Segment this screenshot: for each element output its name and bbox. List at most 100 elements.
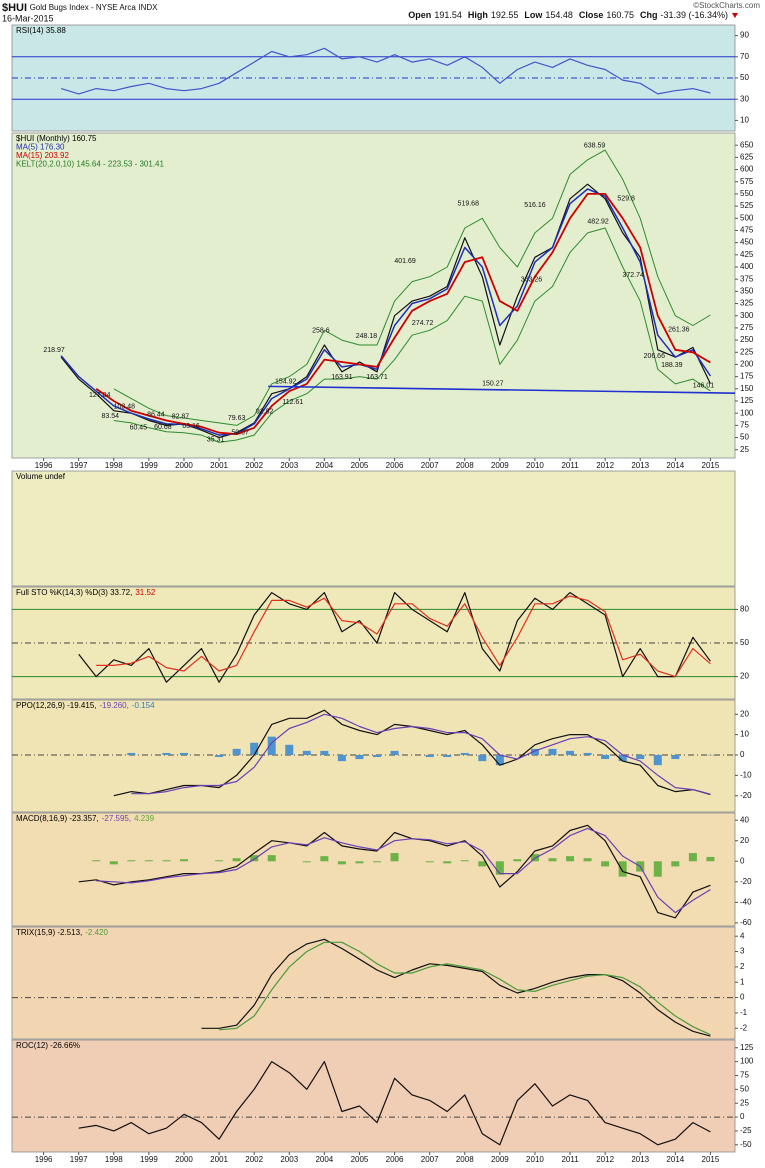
- price-annotation: 163.91: [331, 374, 353, 381]
- legend-entry: Volume undef: [16, 472, 66, 481]
- histogram-bar: [302, 861, 311, 863]
- y-tick-label: 1: [740, 977, 745, 986]
- legend-text: KELT(20,2.0,10) 145.64 - 223.53 - 301.41: [16, 160, 165, 169]
- y-tick-label: 25: [740, 445, 749, 454]
- x-tick-label: 2006: [386, 1155, 404, 1164]
- series-line: [131, 713, 711, 795]
- y-tick-label: 10: [740, 730, 749, 739]
- x-tick-label: 2014: [666, 1155, 684, 1164]
- x-tick-label: 2015: [702, 1155, 720, 1164]
- x-tick-label: 2000: [175, 461, 193, 470]
- quote-value: 160.75: [606, 10, 634, 20]
- y-tick-label: 0: [740, 1112, 745, 1121]
- y-tick-label: 4: [740, 931, 745, 940]
- histogram-bar: [127, 752, 136, 755]
- histogram-bar: [337, 861, 346, 865]
- histogram-bar: [215, 860, 224, 862]
- series-line: [113, 149, 711, 426]
- x-tick-label: 2011: [561, 1155, 579, 1164]
- x-tick-label: 1998: [105, 461, 123, 470]
- histogram-bar: [373, 861, 382, 863]
- legend-entry: $HUI (Monthly) 160.75: [16, 134, 97, 143]
- price-annotation: 154.92: [275, 378, 297, 385]
- price-annotation: 127.04: [89, 392, 111, 399]
- histogram-bar: [566, 750, 575, 755]
- y-tick-label: 350: [740, 286, 754, 295]
- quote: Open 191.54 High 192.55 Low 154.48 Close 160.75…: [408, 10, 728, 20]
- price-annotation: 92.82: [256, 409, 274, 416]
- legend-text: Volume undef: [16, 472, 66, 481]
- histogram-bar: [390, 853, 399, 862]
- x-tick-label: 1996: [35, 1155, 53, 1164]
- histogram-bar: [232, 748, 241, 755]
- panel-background: [11, 926, 736, 1040]
- header-title: $HUI Gold Bugs Index - NYSE Arca INDX: [2, 2, 158, 14]
- histogram-bar: [215, 754, 224, 758]
- y-tick-label: -20: [740, 791, 752, 800]
- y-tick-label: 400: [740, 262, 754, 271]
- y-tick-label: 30: [740, 94, 749, 103]
- y-tick-label: 425: [740, 250, 754, 259]
- histogram-bar: [179, 752, 188, 755]
- legend-text: MA(5) 176.30: [16, 143, 65, 152]
- histogram-bar: [162, 752, 171, 755]
- x-tick-label: 2000: [175, 1155, 193, 1164]
- x-tick-label: 2002: [245, 1155, 263, 1164]
- histogram-bar: [337, 754, 346, 762]
- histogram-bar: [250, 855, 259, 862]
- price-annotation: 363.26: [521, 277, 543, 284]
- y-tick-label: 650: [740, 140, 754, 149]
- y-tick-label: 250: [740, 335, 754, 344]
- price-annotation: 188.39: [661, 362, 683, 369]
- y-tick-label: 40: [740, 815, 749, 824]
- legend-text: -27.595,: [102, 814, 131, 823]
- series-line: [78, 1061, 711, 1146]
- credit: ©StockCharts.com: [693, 1, 760, 10]
- panel-background: [11, 132, 736, 459]
- histogram-bar: [267, 736, 276, 755]
- price-annotation: 83.54: [102, 413, 120, 420]
- legend-text: TRIX(15,9) -2.513,: [16, 928, 82, 937]
- series-line: [60, 183, 711, 439]
- legend-entry: TRIX(15,9) -2.513, -2.420: [16, 928, 108, 937]
- histogram-bar: [109, 861, 118, 865]
- x-tick-label: 2002: [245, 461, 263, 470]
- legend-text: MACD(8,16,9) -23.357,: [16, 814, 99, 823]
- y-tick-label: 50: [740, 1084, 749, 1093]
- y-tick-label: 125: [740, 396, 754, 405]
- price-annotation: 274.72: [412, 320, 434, 327]
- price-annotation: 60.68: [154, 424, 172, 431]
- y-tick-label: 125: [740, 1043, 754, 1052]
- legend-entry: MACD(8,16,9) -23.357, -27.595, 4.239: [16, 814, 155, 823]
- quote-value: 192.55: [491, 10, 519, 20]
- price-annotation: 82.87: [172, 413, 190, 420]
- x-tick-label: 2001: [210, 1155, 228, 1164]
- y-tick-label: -1: [740, 1008, 748, 1017]
- y-tick-label: -40: [740, 897, 752, 906]
- series-line: [60, 47, 711, 95]
- price-annotation: 401.69: [394, 258, 416, 265]
- y-tick-label: 200: [740, 360, 754, 369]
- quote-label: High: [468, 10, 488, 20]
- y-tick-label: 325: [740, 299, 754, 308]
- histogram-bar: [513, 859, 522, 862]
- y-tick-label: -60: [740, 918, 752, 927]
- histogram-bar: [179, 859, 188, 862]
- histogram-bar: [583, 752, 592, 755]
- legend-entry: MA(5) 176.30: [16, 143, 65, 152]
- quote-value: 191.54: [434, 10, 462, 20]
- histogram-bar: [232, 858, 241, 862]
- exchange: INDX: [138, 3, 158, 12]
- y-tick-label: 25: [740, 1098, 749, 1107]
- series-line: [60, 188, 712, 436]
- x-tick-label: 2001: [210, 461, 228, 470]
- histogram-bar: [478, 754, 487, 762]
- x-tick-label: 2004: [315, 1155, 333, 1164]
- price-annotation: 60.45: [130, 424, 148, 431]
- x-tick-label: 2004: [315, 461, 333, 470]
- histogram-bar: [566, 856, 575, 862]
- y-tick-label: 70: [740, 52, 749, 61]
- x-tick-label: 2003: [280, 461, 298, 470]
- price-annotation: 519.68: [458, 201, 480, 208]
- histogram-bar: [285, 744, 294, 755]
